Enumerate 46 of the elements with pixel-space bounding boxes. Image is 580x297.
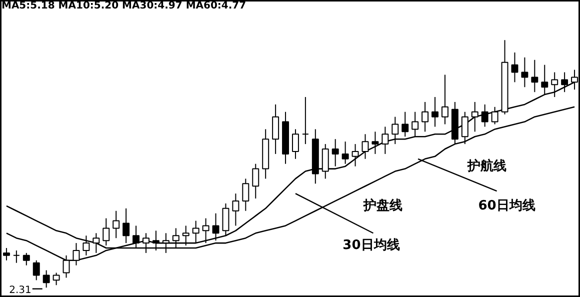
candlestick: [402, 111, 409, 138]
candlestick: [392, 116, 399, 145]
candlestick: [212, 212, 220, 242]
annotation: 护航线: [466, 158, 506, 174]
candlestick: [112, 210, 120, 239]
candlestick: [12, 250, 20, 264]
candlestick: [192, 220, 200, 244]
candlestick: [441, 74, 448, 125]
candlestick: [182, 225, 190, 246]
candlestick: [42, 270, 50, 288]
candlestick: [531, 59, 538, 93]
candlestick: [222, 202, 230, 236]
candlestick: [122, 208, 130, 244]
annotation: 2.31: [9, 284, 32, 296]
candlestick: [491, 106, 498, 125]
candlestick: [52, 272, 60, 286]
candlestick: [521, 56, 528, 88]
candlestick: [461, 111, 468, 145]
candlestick: [292, 128, 299, 160]
candlestick: [252, 163, 260, 199]
candlestick: [342, 141, 349, 164]
candlestick: [432, 96, 438, 128]
candlestick: [232, 193, 240, 226]
candlestick: [412, 111, 419, 138]
candlestick: [372, 131, 379, 154]
candlestick: [481, 104, 488, 128]
text: MA5:5.18 MA10:5.20 MA30:4.97 MA60:4.77: [1, 0, 246, 12]
candlestick: [332, 138, 339, 167]
candlestick: [272, 104, 280, 154]
candlestick: [362, 134, 369, 160]
annotation: 60日均线: [478, 198, 536, 214]
candlestick: [22, 252, 30, 266]
candlestick: [32, 260, 40, 281]
candlestick: [242, 178, 250, 212]
candlestick: [302, 96, 309, 145]
candlestick: [102, 218, 110, 246]
candlestick: [471, 101, 478, 132]
candlestick: [422, 101, 429, 132]
candlestick: [322, 144, 329, 180]
annotation: 护盘线: [362, 197, 403, 214]
candlestick: [382, 126, 389, 154]
candlestick: [511, 52, 518, 83]
candlestick: [352, 144, 359, 167]
candlestick: [2, 248, 10, 261]
candlestick: [202, 218, 210, 244]
annotation: 30日均线: [342, 238, 400, 254]
